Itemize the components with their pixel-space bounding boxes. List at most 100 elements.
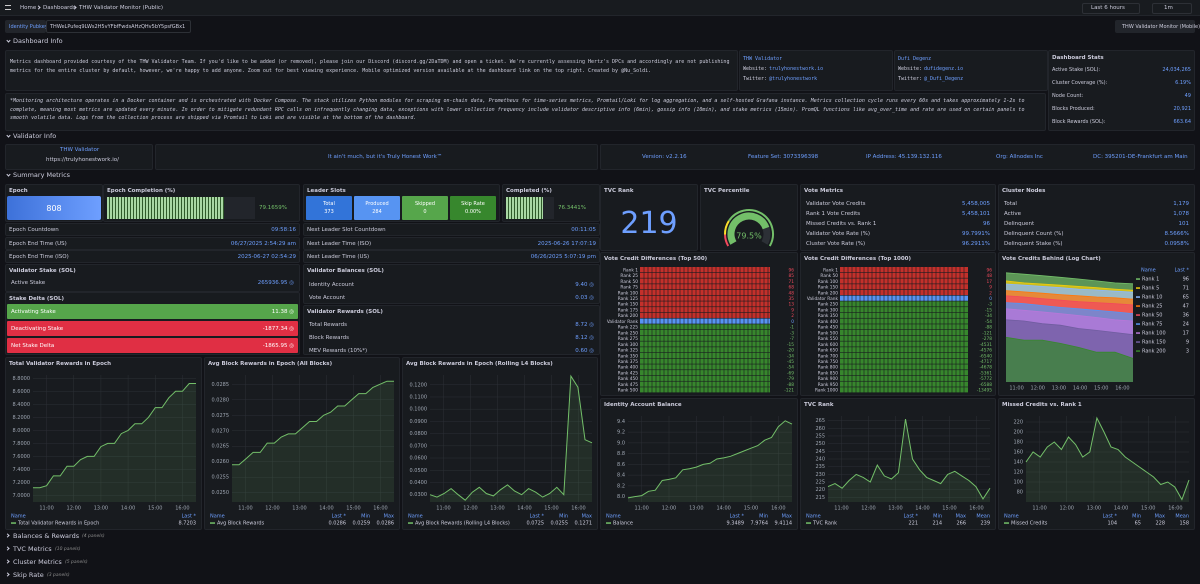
collapsed-row-title[interactable]: Skip Rate [13,571,44,579]
panel-title: Total Validator Rewards in Epoch [9,361,112,367]
row-label: Rank 150 [818,285,839,291]
collapsed-row-title[interactable]: TVC Metrics [13,545,52,553]
stat-label: Identity Account [309,282,355,288]
info-text: Metrics dashboard provided courtesy of t… [10,59,730,74]
y-tick-label: 0.0255 [212,475,230,481]
row-value: 96 [789,267,795,273]
series-area [828,419,990,502]
panel-title: Epoch Completion (%) [107,188,176,194]
stat-value: -1877.34 ◎ [262,326,294,332]
heat-row [640,335,770,341]
gauge-value: 76.3441% [558,205,586,211]
x-tick-label: 15:00 [1094,386,1108,392]
x-tick-label: 15:00 [942,506,956,512]
breadcrumb-dashboards[interactable]: Dashboards [43,5,76,11]
motto-panel [155,144,598,170]
legend-swatch [1136,278,1140,280]
legend-value: 239 [980,521,990,527]
leader-slot-label: Skipped [414,201,436,207]
refresh-interval[interactable]: 1m [1164,5,1173,11]
heat-row [640,324,770,330]
stat-row-bg [7,304,298,319]
collapsed-row-title[interactable]: Cluster Metrics [13,558,62,566]
x-tick-label: 12:00 [463,506,477,512]
row-value: -7 [790,336,795,342]
collapsed-row-title[interactable]: Balances & Rewards [13,532,80,540]
y-tick-label: 220 [815,487,825,493]
row-value: 68 [789,285,795,291]
row-value: 48 [987,273,993,279]
y-tick-label: 7.2000 [13,480,31,486]
y-tick-label: 0.0300 [410,492,428,498]
stat-value: 0.60 ◎ [575,348,594,354]
series-line [1005,295,1134,306]
row-value: -4678 [980,365,993,371]
collapsed-row-count: (4 panels) [82,534,105,539]
y-tick-label: 8.0000 [13,428,31,434]
series-line [1005,319,1134,336]
row-label: Rank 900 [818,376,839,382]
legend-swatch [606,522,611,524]
variable-value[interactable]: THWeLPufeq9LWs2H5vYFbfFwdsAHzQHv5bY5psfG… [50,24,186,30]
stat-row-bg [7,321,298,336]
y-tick-label: 0.0600 [410,456,428,462]
stat-value: 24,034,265 [1162,67,1191,73]
time-value: 00:11:05 [571,227,596,233]
legend-value: 8.7203 [179,521,197,527]
time-value: 09:58:16 [271,227,296,233]
legend-name: Missed Credits [1011,521,1048,527]
chevron-icon [6,172,11,177]
legend-last: 47 [1183,304,1189,310]
leader-slot-value: 284 [372,209,382,215]
breadcrumb-title[interactable]: THW Validator Monitor (Public) [79,5,164,11]
chart-area: Rank 1 96 Rank 25 85 Rank 50 71 Rank 75 68 Rank … [607,267,795,394]
row-label: Rank 300 [818,307,839,313]
contact-name: THW Validator [743,56,783,62]
row-value: -3 [790,330,795,336]
row-label: Rank 700 [818,353,839,359]
legend-swatch [11,522,16,524]
section-header[interactable]: Summary Metrics [13,171,71,179]
collapsed-row-count: (3 panels) [47,573,70,578]
y-tick-label: 0.1100 [410,394,428,400]
row-value: 9 [791,307,794,313]
x-tick-label: 11:00 [634,506,648,512]
row-value: -88 [787,382,794,388]
legend-name: Rank 1 [1142,277,1159,283]
series-area [232,381,394,502]
validator-url[interactable]: https://trulyhonestwork.io/ [46,157,119,163]
legend-header: Max [956,514,966,520]
time-label: Next Leader Time (US) [307,254,370,260]
row-label: Rank 350 [818,313,839,319]
x-tick-label: 15:00 [744,506,758,512]
time-range[interactable]: Last 6 hours [1091,5,1125,11]
row-value: 9 [989,285,992,291]
legend-header: Min [759,514,768,520]
y-tick-label: 0.0275 [212,413,230,419]
row-label: Rank 200 [618,313,639,319]
legend-name: Rank 25 [1142,304,1162,310]
validator-detail: Feature Set: 3073396398 [748,154,819,160]
stat-label: Cluster Coverage (%): [1052,80,1108,86]
row-value: -79 [787,376,794,382]
panel-title: Validator Rewards (SOL) [307,309,383,315]
row-label: Rank 300 [618,342,639,348]
heat-row [640,318,770,324]
row-value: -1 [790,325,795,331]
breadcrumb-home[interactable]: Home [20,5,37,11]
section-header[interactable]: Validator Info [13,132,57,140]
section-header[interactable]: Dashboard Info [13,37,63,45]
stat-value: 6.19% [1175,80,1191,86]
y-tick-label: 0.0270 [212,428,230,434]
row-value: 96 [987,267,993,273]
leader-slot-cell [402,196,448,220]
legend-header: Last * [1174,268,1189,274]
legend-header: Last * [903,514,918,520]
dashboard-link-text[interactable]: THW Validator Monitor (Mobile) [1122,24,1200,30]
heat-row [640,375,770,381]
validator-name-panel [5,144,153,170]
row-label: Rank 500 [818,330,839,336]
x-tick-label: 14:00 [517,506,531,512]
legend-value: 104 [1107,521,1117,527]
panel-title: Vote Credits Behind (Log Chart) [1002,256,1101,262]
